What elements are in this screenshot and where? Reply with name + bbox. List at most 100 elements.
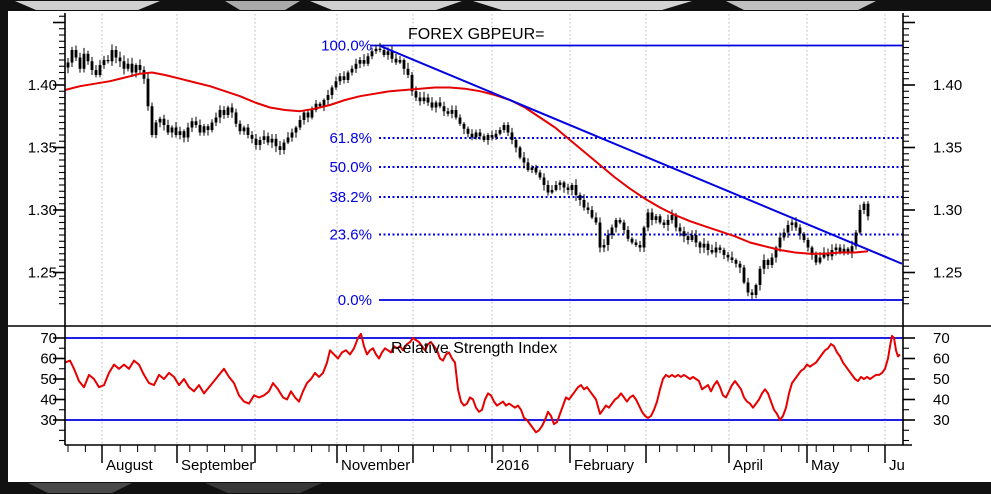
rsi-label-right: 40 <box>933 392 950 409</box>
bottom-banner <box>0 482 991 494</box>
candle-body <box>622 222 626 230</box>
candle-body <box>186 127 190 138</box>
candle-body <box>70 50 74 63</box>
candle-body <box>66 62 70 68</box>
candle-body <box>586 207 590 210</box>
candle-body <box>442 106 446 112</box>
candle-body <box>90 61 94 70</box>
candle-body <box>846 248 850 253</box>
candle-body <box>554 185 558 190</box>
candle-body <box>670 215 674 220</box>
fib-label-23.6%: 23.6% <box>329 227 372 244</box>
fib-label-100.0%: 100.0% <box>321 38 372 55</box>
candle-body <box>298 120 302 128</box>
candle-body <box>594 217 598 223</box>
candle-body <box>606 235 610 245</box>
candle-body <box>350 68 354 73</box>
candle-body <box>290 132 294 138</box>
month-label-Ju: Ju <box>889 457 905 474</box>
candle-body <box>110 50 114 62</box>
rsi-title: Relative Strength Index <box>391 340 557 357</box>
candle-body <box>790 222 794 225</box>
candle-body <box>694 235 698 243</box>
price-label-left: 1.25 <box>28 265 57 282</box>
candle-body <box>222 110 226 115</box>
candle-body <box>438 102 442 107</box>
candle-body <box>410 75 414 92</box>
rsi-label-right: 70 <box>933 330 950 347</box>
price-label-left: 1.30 <box>28 202 57 219</box>
candle-body <box>142 70 146 79</box>
candle-body <box>354 63 358 69</box>
watermark-fragment-icon <box>726 1 876 10</box>
candle-body <box>630 238 634 243</box>
watermark-fragment-icon <box>310 1 462 10</box>
candle-body <box>754 285 758 295</box>
candle-body <box>394 58 398 63</box>
candle-body <box>742 267 746 283</box>
candle-body <box>822 252 826 258</box>
candle-body <box>334 81 338 88</box>
watermark-fragment-icon <box>28 483 132 493</box>
candle-body <box>330 87 334 95</box>
candle-body <box>266 136 270 143</box>
candle-body <box>702 243 706 248</box>
month-label-February: February <box>574 457 635 474</box>
candle-body <box>578 195 582 200</box>
candle-body <box>714 247 718 253</box>
candle-body <box>278 146 282 150</box>
candle-body <box>738 263 742 268</box>
price-label-right: 1.25 <box>933 265 962 282</box>
candle-body <box>542 177 546 185</box>
candle-body <box>834 247 838 250</box>
candle-body <box>794 222 798 228</box>
candle-body <box>102 60 106 65</box>
candle-body <box>486 135 490 140</box>
candle-body <box>638 245 642 248</box>
candle-body <box>190 121 194 128</box>
candle-body <box>698 242 702 248</box>
candle-body <box>574 185 578 195</box>
candle-body <box>126 63 130 69</box>
month-label-August: August <box>106 457 154 474</box>
candle-body <box>726 255 730 258</box>
candle-body <box>618 220 622 223</box>
candle-body <box>118 57 122 62</box>
candle-body <box>478 132 482 137</box>
rsi-label-left: 40 <box>40 392 57 409</box>
candle-body <box>370 51 374 57</box>
candle-body <box>194 121 198 125</box>
candle-body <box>710 250 714 253</box>
month-label-April: April <box>733 457 763 474</box>
candle-body <box>598 222 602 248</box>
price-label-right: 1.30 <box>933 202 962 219</box>
candle-body <box>602 245 606 248</box>
candle-body <box>162 118 166 125</box>
candle-body <box>718 247 722 250</box>
candle-body <box>406 68 410 75</box>
candle-body <box>446 111 450 114</box>
candle-body <box>130 63 134 73</box>
candle-body <box>346 72 350 80</box>
rsi-label-left: 60 <box>40 351 57 368</box>
candle-body <box>850 246 854 253</box>
candle-body <box>522 157 526 163</box>
candle-body <box>314 103 318 110</box>
candle-body <box>270 138 274 143</box>
candle-body <box>158 118 162 123</box>
candle-body <box>842 248 846 253</box>
candle-body <box>854 232 858 247</box>
candle-body <box>662 222 666 225</box>
candle-body <box>706 243 710 250</box>
candle-body <box>498 130 502 134</box>
candle-body <box>482 136 486 140</box>
candle-body <box>802 233 806 240</box>
candle-body <box>570 185 574 190</box>
candle-body <box>470 133 474 138</box>
fib-label-0.0%: 0.0% <box>338 292 372 309</box>
candle-body <box>82 53 86 69</box>
candle-body <box>646 212 650 228</box>
candle-body <box>582 200 586 208</box>
